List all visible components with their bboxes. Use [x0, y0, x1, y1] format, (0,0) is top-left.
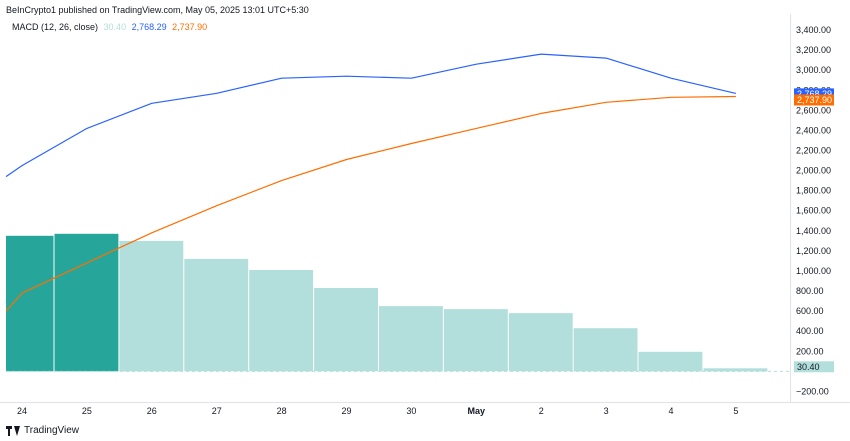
y-tick-label: 2,200.00	[796, 146, 831, 156]
price-badge	[794, 94, 834, 106]
y-tick-label: 1,800.00	[796, 186, 831, 196]
histogram-bar	[6, 235, 54, 372]
histogram-bar	[184, 258, 249, 372]
price-badge-label: 30.40	[797, 362, 820, 372]
y-tick-label: 3,400.00	[796, 25, 831, 35]
y-tick-label: 400.00	[796, 326, 824, 336]
histogram-bar	[703, 368, 768, 372]
y-tick-label: 3,000.00	[796, 65, 831, 75]
price-badge-label: 2,737.90	[797, 95, 832, 105]
price-badge-label: 2,768.29	[797, 89, 832, 99]
macd-line	[5, 53, 737, 178]
price-badge	[794, 361, 834, 373]
x-tick-label: May	[468, 406, 486, 416]
y-tick-label: 2,400.00	[796, 125, 831, 135]
x-tick-label: 3	[604, 406, 609, 416]
x-tick-label: 30	[406, 406, 416, 416]
y-tick-label: 1,400.00	[796, 226, 831, 236]
y-tick-label: 1,200.00	[796, 246, 831, 256]
histogram-bar	[314, 288, 378, 372]
y-tick-label: 1,600.00	[796, 206, 831, 216]
x-tick-label: 5	[733, 406, 738, 416]
y-tick-label: 800.00	[796, 286, 824, 296]
histogram-bar	[573, 328, 638, 372]
published-by-header: BeInCrypto1 published on TradingView.com…	[6, 5, 309, 15]
x-tick-label: 4	[668, 406, 673, 416]
x-tick-label: 25	[82, 406, 92, 416]
y-tick-label: 1,000.00	[796, 266, 831, 276]
y-tick-label: 2,000.00	[796, 166, 831, 176]
signal-value: 2,737.90	[172, 22, 208, 32]
x-tick-label: 28	[277, 406, 287, 416]
x-tick-label: 24	[17, 406, 27, 416]
indicator-name: MACD (12, 26, close)	[12, 22, 99, 32]
histogram-bar	[54, 233, 119, 372]
y-tick-label: 600.00	[796, 306, 824, 316]
indicator-legend[interactable]: MACD (12, 26, close) 30.40 2,768.29 2,73…	[12, 22, 210, 32]
histogram-bar	[249, 270, 314, 372]
x-tick-label: 26	[147, 406, 157, 416]
y-tick-label: 2,600.00	[796, 105, 831, 115]
y-tick-label: 200.00	[796, 346, 824, 356]
x-tick-label: 2	[539, 406, 544, 416]
histogram-bar	[508, 313, 573, 372]
tradingview-footer[interactable]: TradingView	[6, 425, 79, 436]
histogram-value: 30.40	[103, 22, 127, 32]
x-tick-label: 27	[212, 406, 222, 416]
tradingview-logo-icon	[6, 425, 20, 436]
histogram-bar	[443, 309, 508, 372]
histogram-bar	[119, 240, 184, 372]
y-tick-label: 3,200.00	[796, 45, 831, 55]
histogram-bar	[638, 351, 703, 372]
histogram-bar	[379, 306, 443, 372]
signal-line	[5, 95, 736, 312]
macd-value: 2,768.29	[131, 22, 167, 32]
price-badge	[794, 88, 834, 100]
x-tick-label: 29	[341, 406, 351, 416]
tradingview-brand: TradingView	[24, 425, 80, 436]
y-tick-label: −200.00	[796, 387, 829, 397]
